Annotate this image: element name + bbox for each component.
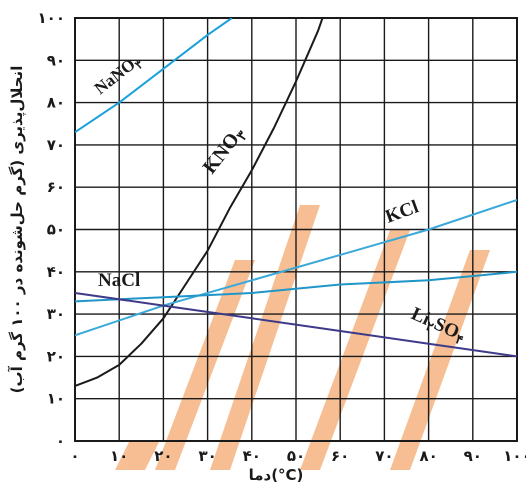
series-label-main: KCl <box>383 196 422 227</box>
series-line-nacl <box>75 270 517 303</box>
series-label-kno: KNO۳ <box>199 122 252 180</box>
y-tick-label: ۶۰ <box>47 178 65 196</box>
watermark-shape <box>210 205 320 470</box>
series-line-li <box>75 292 517 358</box>
x-tick-label: ۰ <box>70 447 79 465</box>
series-group <box>75 18 517 387</box>
y-tick-label: ۴۰ <box>47 263 65 281</box>
y-tick-label: ۳۰ <box>47 305 65 323</box>
watermark-shape <box>155 260 255 470</box>
x-axis-label: دما(°C) <box>249 466 304 484</box>
series-line-nano <box>75 18 233 134</box>
series-line-kcl <box>75 198 517 337</box>
series-label-kcl: KCl <box>383 196 422 227</box>
y-tick-label: ۸۰ <box>47 94 65 112</box>
y-tick-label: ۱۰ <box>47 390 65 408</box>
x-tick-label: ۵۰ <box>287 447 305 465</box>
y-tick-label: ۹۰ <box>47 51 65 69</box>
y-tick-label: ۰ <box>56 432 65 450</box>
series-label-main: NaCl <box>98 270 140 291</box>
y-tick-label: ۲۰ <box>47 347 65 365</box>
watermark-shape <box>390 250 490 470</box>
plot-frame <box>74 17 518 442</box>
x-tick-label: ۷۰ <box>375 447 393 465</box>
x-tick-label: ۹۰ <box>464 447 482 465</box>
watermark-shape <box>300 230 410 470</box>
watermark-shape <box>115 440 160 470</box>
x-tick-label: ۶۰ <box>331 447 349 465</box>
x-tick-label: ۴۰ <box>243 447 261 465</box>
x-tick-label: ۳۰ <box>198 447 216 465</box>
y-tick-label: ۵۰ <box>47 221 65 239</box>
x-tick-label: ۱۰۰ <box>503 447 526 465</box>
y-axis-label: انحلال‌پذیری (گرم حل‌شونده در ۱۰۰ گرم آب… <box>8 66 27 394</box>
series-line-kno <box>75 18 324 387</box>
x-tick-label: ۱۰ <box>110 447 128 465</box>
x-tick-label: ۲۰ <box>154 447 172 465</box>
series-label-nacl: NaCl <box>98 270 140 291</box>
y-tick-label: ۷۰ <box>47 136 65 154</box>
x-tick-label: ۸۰ <box>419 447 437 465</box>
watermark <box>115 205 490 470</box>
y-tick-label: ۱۰۰ <box>38 9 65 27</box>
